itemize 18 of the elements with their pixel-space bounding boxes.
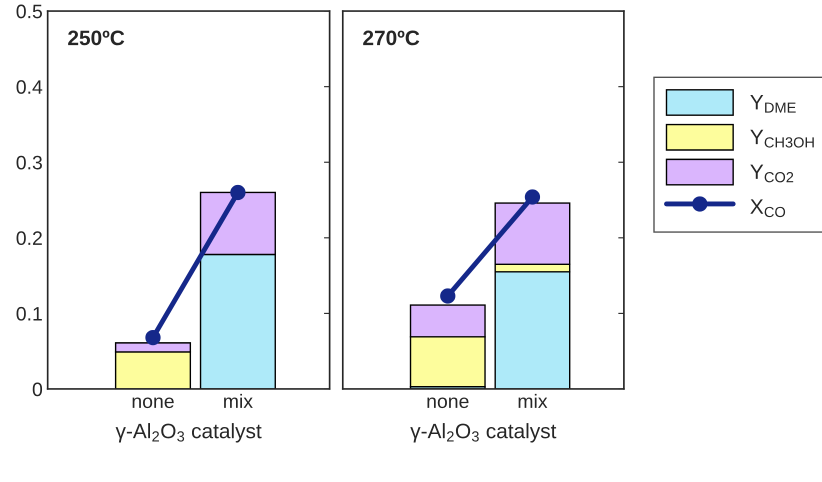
- legend-label: X$_{CO}$: [750, 199, 786, 218]
- y-tick-label: 0.4: [16, 80, 42, 94]
- x-tick-label: none: [427, 397, 469, 408]
- y-tick-label: 0.5: [16, 4, 42, 18]
- annotation: 250ºC: [68, 30, 124, 46]
- y-tick-label: 0.2: [16, 231, 42, 246]
- x-axis-title: γ-Al$_{2}$O$_{3}$ catalyst: [410, 423, 556, 442]
- legend-label: Y$_{CO2}$: [750, 164, 794, 182]
- annotation: 270ºC: [363, 30, 420, 46]
- legend-label: Y$_{CH3OH}$: [750, 130, 814, 148]
- x-tick-label: none: [132, 397, 174, 408]
- x-tick-label: mix: [224, 394, 253, 408]
- y-tick-label: 0: [32, 382, 42, 396]
- legend-label: Y$_{DME}$: [750, 94, 796, 113]
- x-axis-title: γ-Al$_{2}$O$_{3}$ catalyst: [116, 423, 262, 442]
- x-tick-label: mix: [518, 394, 548, 408]
- y-tick-label: 0.3: [16, 156, 42, 170]
- y-tick-label: 0.1: [16, 306, 42, 321]
